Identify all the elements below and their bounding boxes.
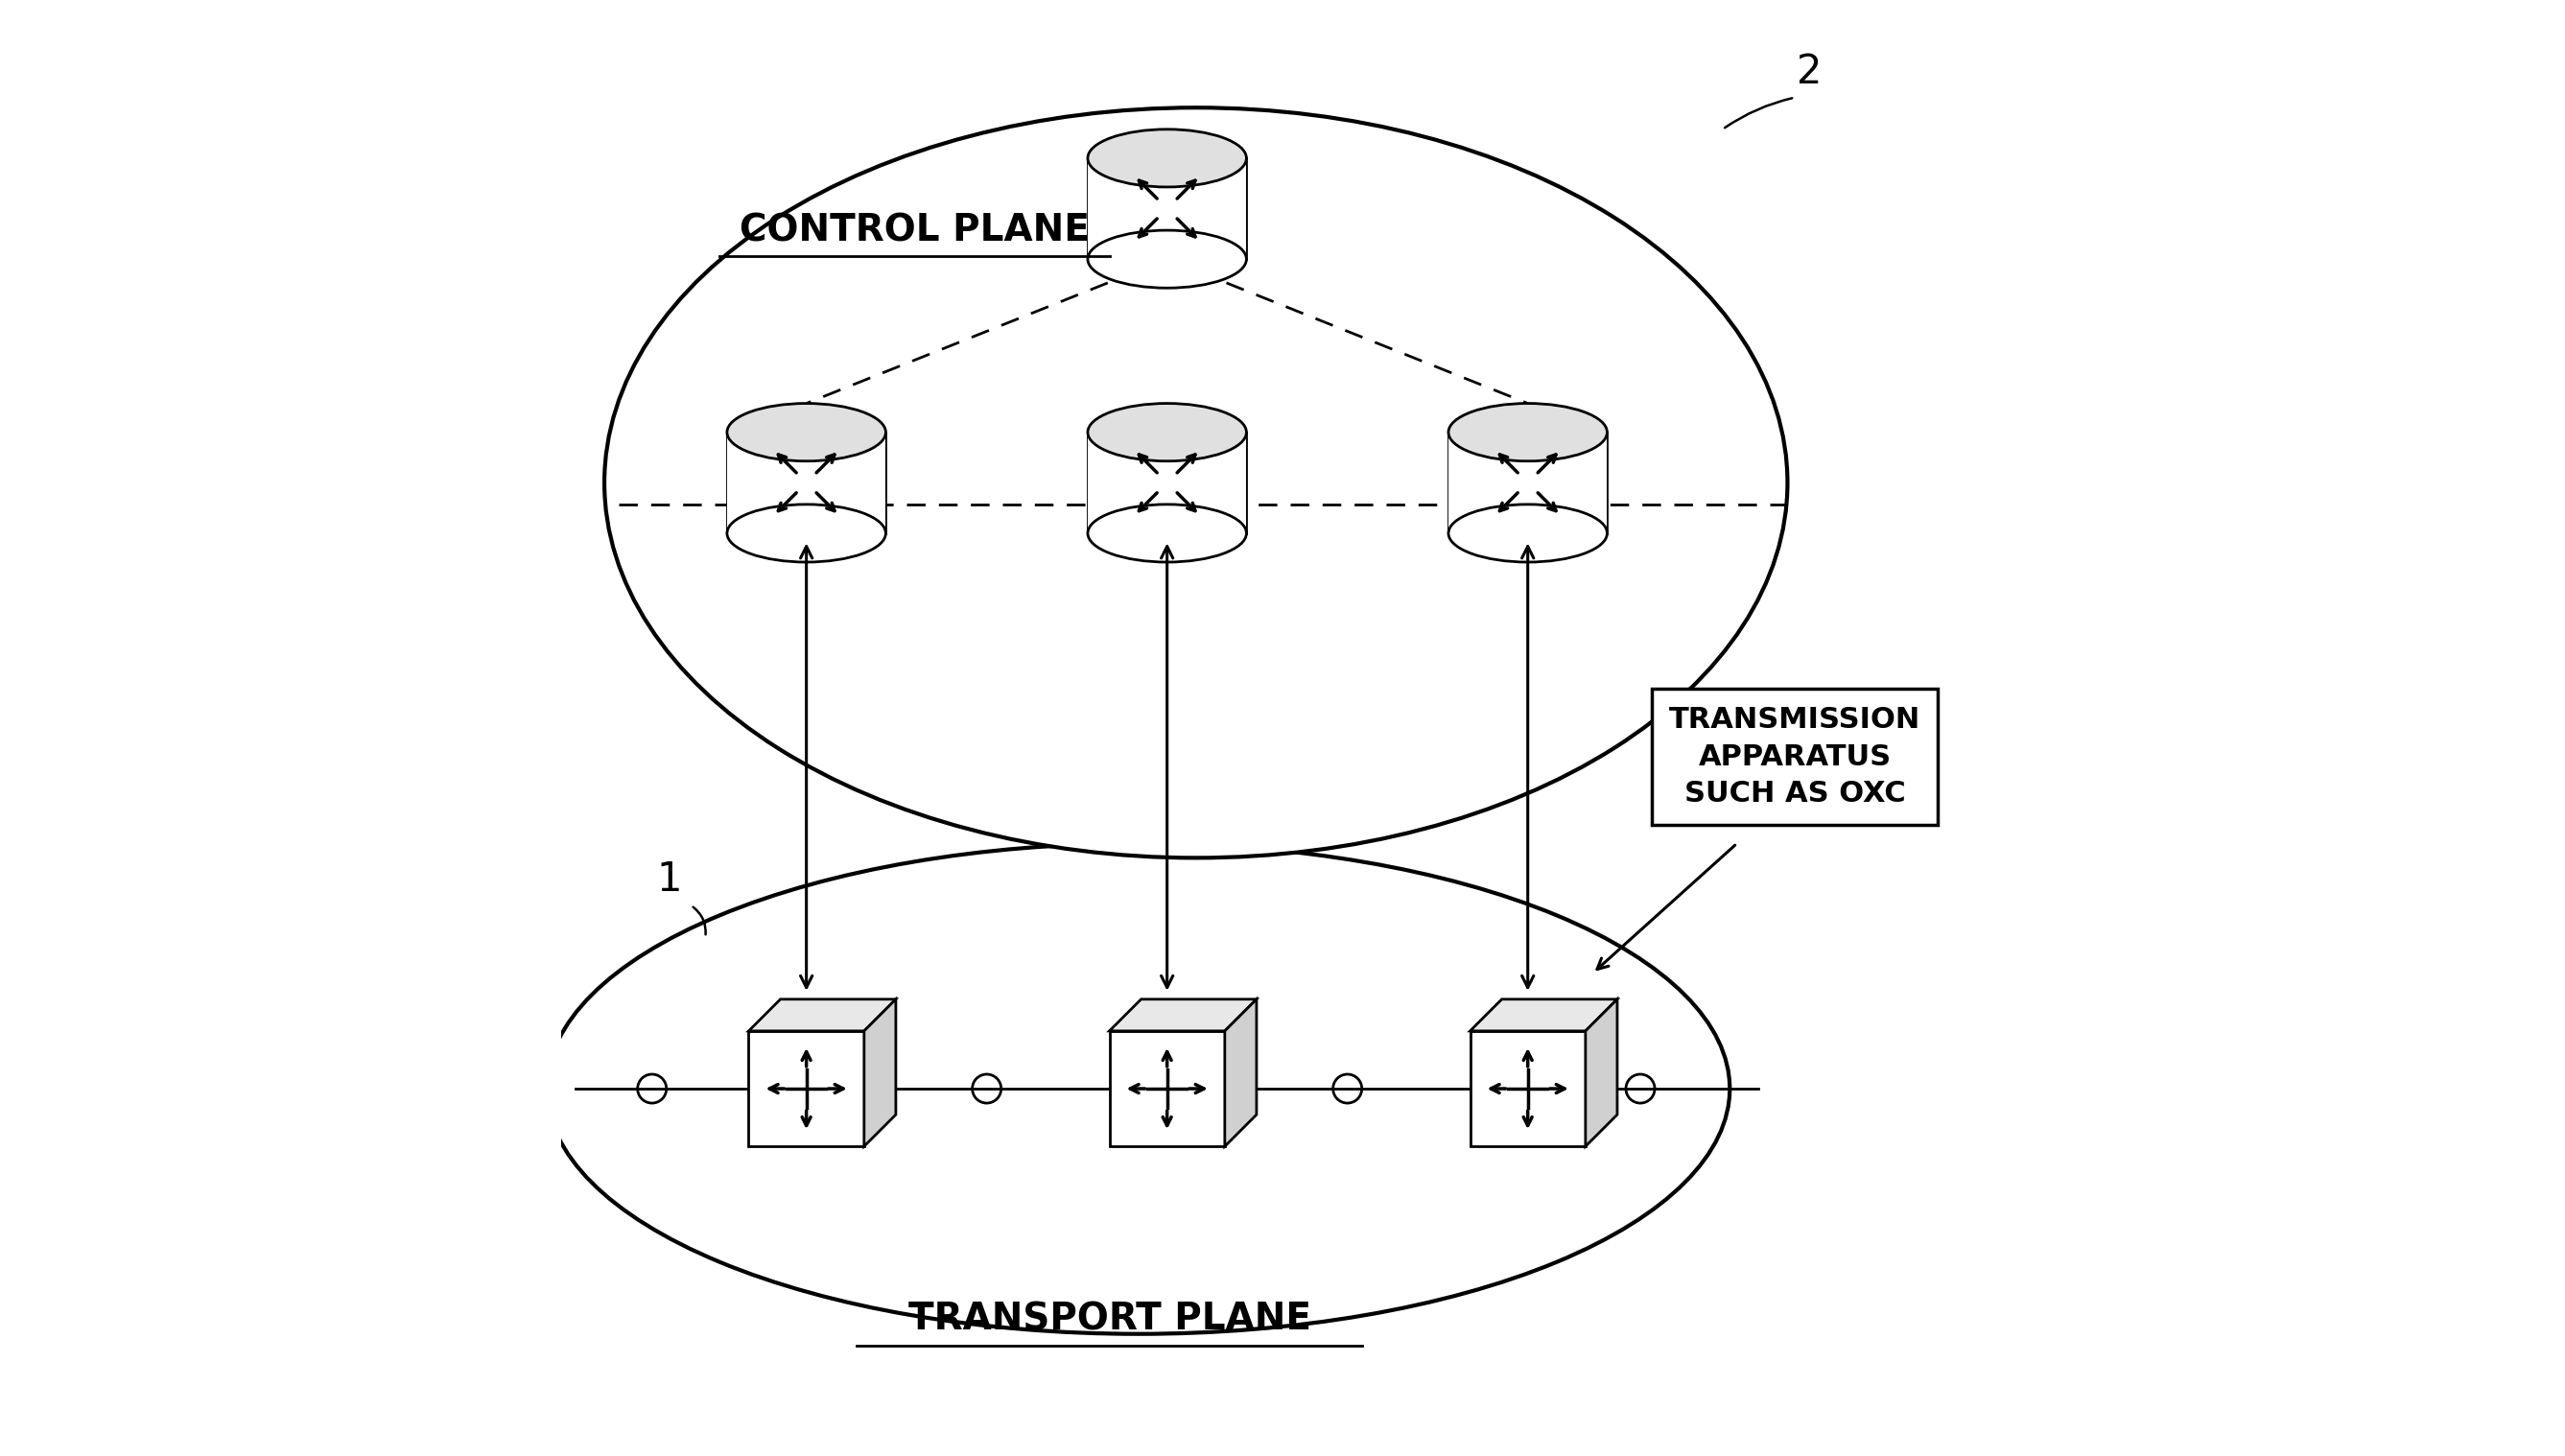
- Text: TRANSMISSION
APPARATUS
SUCH AS OXC: TRANSMISSION APPARATUS SUCH AS OXC: [1670, 706, 1921, 808]
- Ellipse shape: [1088, 130, 1247, 186]
- Bar: [1111, 1031, 1226, 1146]
- Ellipse shape: [1088, 230, 1247, 288]
- Ellipse shape: [1449, 403, 1608, 462]
- Text: 2: 2: [1796, 51, 1821, 92]
- Ellipse shape: [1088, 504, 1247, 562]
- Polygon shape: [749, 999, 895, 1031]
- Polygon shape: [1226, 999, 1257, 1146]
- Ellipse shape: [546, 843, 1729, 1334]
- Bar: [726, 432, 885, 533]
- Ellipse shape: [726, 403, 885, 462]
- Bar: [1088, 432, 1247, 533]
- Bar: [1449, 432, 1608, 533]
- Ellipse shape: [726, 504, 885, 562]
- Bar: [749, 1031, 864, 1146]
- Polygon shape: [1585, 999, 1616, 1146]
- Polygon shape: [1111, 999, 1257, 1031]
- Polygon shape: [864, 999, 895, 1146]
- Bar: [1470, 1031, 1585, 1146]
- Text: TRANSPORT PLANE: TRANSPORT PLANE: [908, 1302, 1311, 1338]
- Ellipse shape: [605, 108, 1788, 858]
- Ellipse shape: [1449, 504, 1608, 562]
- Text: 1: 1: [657, 859, 682, 900]
- Ellipse shape: [1088, 403, 1247, 462]
- Bar: [1088, 159, 1247, 259]
- Polygon shape: [1470, 999, 1616, 1031]
- Text: CONTROL PLANE: CONTROL PLANE: [739, 213, 1090, 249]
